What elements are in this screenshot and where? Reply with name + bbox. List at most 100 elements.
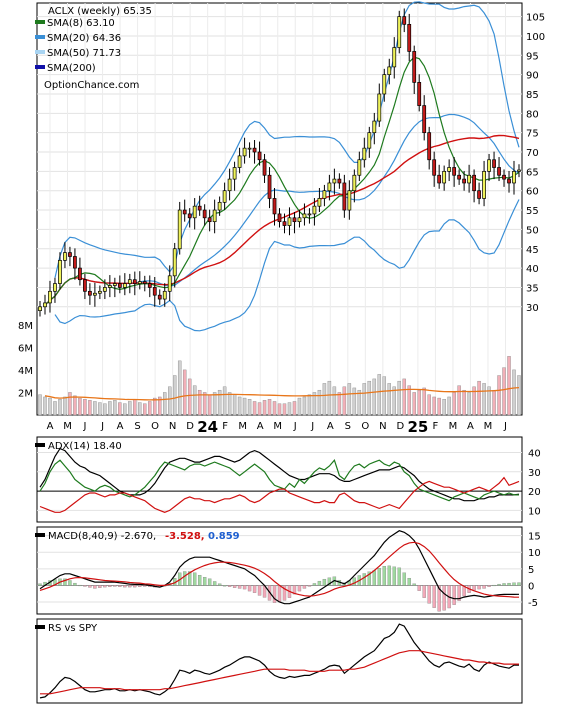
candle-body [222, 190, 227, 203]
candle-body [502, 174, 506, 180]
candle-body [43, 302, 47, 308]
volume-bar [362, 383, 367, 416]
month-label: J [503, 421, 507, 432]
legend-sma50: SMA(50) 71.73 [47, 48, 121, 59]
volume-bar [307, 394, 312, 416]
volume-bar [48, 397, 52, 416]
price-tick-label: 50 [526, 225, 539, 236]
volume-bar [337, 392, 342, 416]
month-label: A [257, 421, 264, 432]
price-tick-label: 30 [526, 303, 539, 314]
candle-body [142, 281, 147, 284]
macd-histogram-bar [492, 584, 496, 587]
candle-body [397, 16, 402, 48]
macd-legend-swatch [35, 533, 45, 537]
volume-bar [452, 392, 456, 416]
month-label: 24 [197, 418, 218, 436]
candle-body [497, 167, 501, 176]
macd-histogram-bar [352, 577, 357, 586]
volume-bar [422, 387, 426, 416]
price-legend: ACLX (weekly) 65.35 SMA(8) 63.10 SMA(20)… [35, 6, 152, 91]
candle-body [207, 217, 212, 223]
volume-bar [163, 392, 167, 416]
month-label: O [361, 421, 369, 432]
candle-body [472, 174, 476, 192]
candle-body [68, 252, 72, 257]
adx-series-line [39, 476, 520, 513]
legend-swatch-sma50 [35, 50, 45, 54]
price-tick-label: 95 [526, 51, 539, 62]
volume-bar [192, 385, 197, 416]
volume-bars [38, 356, 521, 416]
month-label: F [433, 421, 439, 432]
candle-body [127, 279, 132, 284]
candle-body [332, 178, 337, 184]
candle-body [377, 93, 382, 122]
macd-histogram-bar [422, 585, 426, 598]
macd-histogram-bar [217, 583, 222, 586]
month-label: N [169, 421, 176, 432]
volume-bar [123, 403, 127, 416]
volume-bar [312, 392, 317, 416]
macd-series-line [39, 530, 520, 605]
candle-body [517, 169, 521, 172]
macd-histogram-bar [292, 585, 297, 595]
month-label: J [100, 421, 104, 432]
volume-bar [412, 392, 416, 416]
macd-histogram-bar [322, 578, 327, 586]
volume-bar [357, 389, 362, 416]
macd-histogram-bar [462, 585, 466, 597]
volume-bar [467, 392, 471, 416]
volume-bar [222, 386, 227, 416]
candle-body [287, 217, 292, 226]
macd-histogram-bar [183, 571, 187, 586]
candle-body [442, 171, 447, 184]
month-label: A [327, 421, 334, 432]
candle-body [487, 159, 491, 172]
macd-histogram-bar [312, 583, 317, 586]
macd-histogram-bar [123, 585, 127, 588]
volume-bar [202, 392, 207, 416]
volume-bar [277, 403, 282, 416]
macd-histogram-bar [272, 585, 277, 603]
macd-histogram-bar [507, 582, 511, 586]
candle-body [417, 82, 422, 106]
upper-bollinger-band [54, 1, 520, 278]
candle-body [322, 190, 327, 199]
macd-histogram-bar [78, 584, 82, 587]
volume-bar [382, 376, 387, 416]
candle-body [167, 275, 172, 292]
candle-body [212, 209, 217, 223]
macd-histogram-bar [487, 585, 491, 587]
candle-body [217, 201, 222, 211]
macd-histogram-bar [362, 573, 367, 586]
macd-histogram-bar [197, 574, 202, 586]
macd-histogram-bar [502, 583, 506, 586]
lower-bollinger-band [54, 199, 520, 332]
candle-body [247, 147, 252, 150]
volume-bar [182, 369, 187, 416]
candle-body [83, 279, 87, 292]
candle-body [382, 74, 387, 95]
volume-bar [138, 402, 142, 416]
macd-histogram-bar [367, 571, 371, 586]
macd-histogram-bar [412, 583, 416, 586]
macd-histogram-bar [63, 578, 67, 586]
adx-panel-frame [36, 436, 523, 523]
month-label: D [397, 421, 405, 432]
volume-bar [297, 397, 302, 416]
volume-bar [302, 396, 307, 416]
candle-body [437, 174, 442, 184]
volume-bar [257, 402, 262, 416]
macd-histogram-bar [382, 566, 386, 586]
macd-histogram-bar [442, 585, 446, 611]
volume-bar [462, 389, 466, 416]
volume-bar [472, 386, 476, 416]
volume-tick-label: 8M [18, 321, 33, 332]
candle-body [53, 283, 57, 292]
volume-bar [237, 396, 242, 416]
month-label: N [379, 421, 386, 432]
volume-bar [167, 386, 172, 416]
month-label: M [63, 421, 72, 432]
volume-bar [287, 402, 292, 416]
